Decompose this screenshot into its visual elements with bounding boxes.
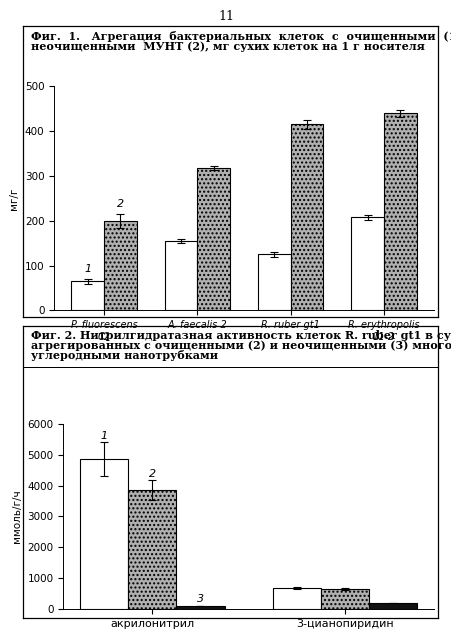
- Bar: [71, 281, 104, 310]
- Text: 2: 2: [117, 199, 124, 209]
- Y-axis label: ммоль/г/ч: ммоль/г/ч: [12, 490, 22, 543]
- Bar: [320, 589, 368, 609]
- Text: Фиг. 2. Нитрилгидратазная активность клеток R. ruber gt1 в суспензии (1),: Фиг. 2. Нитрилгидратазная активность кле…: [31, 330, 451, 340]
- Bar: [104, 221, 137, 310]
- Bar: [176, 606, 224, 609]
- Text: углеродными нанотрубками: углеродными нанотрубками: [31, 350, 217, 361]
- Text: Фиг.  1.   Агрегация  бактериальных  клеток  с  очищенными  (1)  и: Фиг. 1. Агрегация бактериальных клеток с…: [31, 31, 451, 42]
- Text: 1: 1: [84, 264, 91, 275]
- Text: неочищенными  МУНТ (2), мг сухих клеток на 1 г носителя: неочищенными МУНТ (2), мг сухих клеток н…: [31, 41, 423, 52]
- Text: 1: 1: [101, 431, 107, 440]
- Text: агрегированных с очищенными (2) и неочищенными (3) многослойными: агрегированных с очищенными (2) и неочищ…: [31, 340, 451, 351]
- Bar: [272, 588, 320, 609]
- Bar: [80, 460, 128, 609]
- Bar: [383, 113, 416, 310]
- Bar: [290, 124, 322, 310]
- Bar: [197, 168, 230, 310]
- Y-axis label: мг/г: мг/г: [9, 188, 19, 209]
- Bar: [258, 254, 290, 310]
- Bar: [128, 490, 176, 609]
- Text: 11: 11: [217, 10, 234, 23]
- Bar: [368, 603, 416, 609]
- Text: 2: 2: [148, 468, 156, 479]
- Text: 3: 3: [197, 594, 203, 604]
- Bar: [350, 217, 383, 310]
- Bar: [165, 241, 197, 310]
